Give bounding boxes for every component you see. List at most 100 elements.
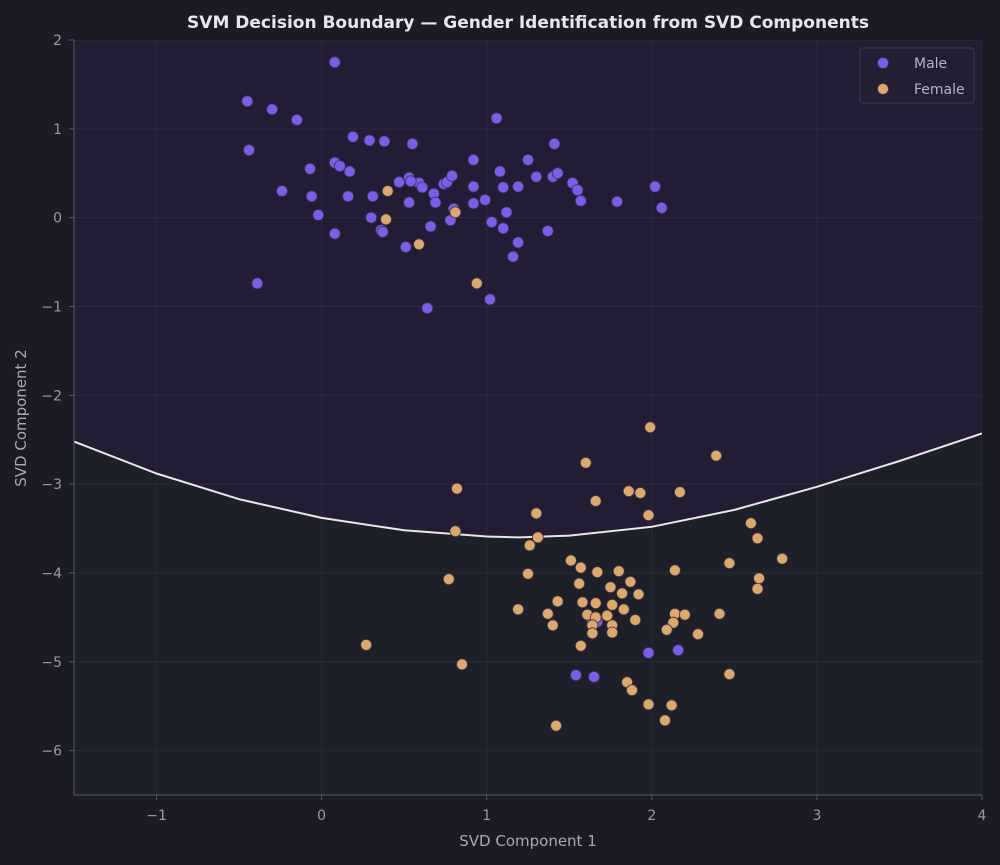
point-female: [642, 698, 655, 711]
point-male: [485, 216, 498, 229]
point-male: [378, 135, 391, 148]
point-female: [710, 449, 723, 462]
point-female: [634, 487, 647, 499]
axis-ticks: −1 0 1 2 3 4 2 1 0 −1 −2 −3 −4 −5 −6: [41, 33, 986, 824]
point-female: [550, 719, 562, 732]
point-male: [611, 195, 623, 208]
point-female: [642, 509, 655, 522]
point-male: [467, 197, 480, 210]
point-female: [530, 507, 543, 520]
point-female: [574, 639, 587, 652]
y-tick-label: −6: [41, 744, 62, 760]
point-female: [589, 597, 602, 609]
point-male: [642, 647, 655, 659]
point-female: [456, 658, 468, 671]
point-female: [751, 532, 764, 545]
point-male: [347, 130, 359, 143]
point-male: [304, 162, 317, 175]
point-male: [507, 250, 519, 263]
x-tick-label: 0: [317, 808, 326, 824]
point-female: [776, 552, 789, 565]
point-female: [442, 573, 455, 586]
point-female: [574, 561, 587, 574]
point-male: [512, 180, 524, 193]
legend-label-male: Male: [914, 56, 947, 72]
point-female: [523, 539, 536, 552]
x-axis-label: SVD Component 1: [459, 832, 597, 850]
x-tick-label: 2: [647, 808, 656, 824]
point-female: [576, 596, 589, 609]
point-female: [470, 277, 483, 290]
point-male: [424, 220, 437, 233]
point-female: [612, 565, 625, 578]
point-female: [629, 614, 642, 626]
chart-title: SVM Decision Boundary — Gender Identific…: [187, 13, 869, 33]
point-female: [551, 595, 564, 608]
point-female: [601, 609, 614, 622]
point-female: [660, 623, 673, 636]
point-male: [366, 190, 379, 203]
point-female: [692, 628, 704, 641]
point-female: [659, 714, 671, 727]
point-female: [451, 482, 463, 495]
point-male: [500, 206, 513, 219]
point-female: [449, 206, 462, 219]
point-male: [403, 196, 416, 209]
point-female: [669, 564, 681, 577]
point-male: [493, 165, 506, 178]
y-tick-label: 0: [53, 211, 62, 227]
point-female: [381, 185, 394, 197]
x-tick-label: 3: [812, 808, 821, 824]
point-female: [449, 525, 462, 538]
point-male: [376, 225, 389, 238]
point-female: [617, 603, 630, 616]
point-male: [241, 95, 254, 108]
point-male: [497, 222, 510, 235]
point-male: [574, 194, 587, 207]
y-tick-label: −1: [41, 299, 62, 315]
point-male: [484, 293, 496, 306]
point-male: [243, 144, 255, 157]
point-female: [522, 567, 534, 580]
point-female: [745, 517, 757, 530]
point-female: [573, 577, 586, 590]
point-female: [632, 588, 645, 601]
point-female: [413, 238, 425, 251]
axes: [73, 40, 982, 796]
y-tick-label: −2: [41, 388, 62, 404]
point-male: [446, 169, 459, 182]
point-female: [751, 583, 764, 595]
point-female: [380, 213, 392, 226]
point-male: [429, 196, 442, 209]
point-male: [421, 302, 434, 315]
y-tick-label: 2: [53, 33, 62, 49]
point-female: [674, 486, 686, 499]
y-tick-label: 1: [53, 122, 62, 138]
point-male: [276, 185, 288, 197]
point-female: [546, 619, 559, 632]
point-male: [551, 167, 564, 180]
legend: Male Female: [859, 47, 975, 104]
legend-marker-female: [877, 83, 889, 95]
data-points: [241, 56, 789, 732]
point-female: [626, 684, 638, 697]
point-female: [644, 421, 657, 434]
point-male: [290, 114, 303, 126]
point-male: [393, 176, 406, 189]
point-male: [467, 180, 480, 193]
point-male: [570, 669, 582, 681]
point-male: [512, 236, 524, 249]
decision-boundary-curve: [74, 432, 982, 539]
point-female: [565, 554, 577, 567]
point-male: [522, 153, 534, 166]
x-tick-label: 4: [978, 808, 987, 824]
point-male: [305, 190, 318, 203]
point-female: [586, 627, 599, 640]
upper-decision-region: [74, 40, 982, 538]
legend-label-female: Female: [914, 82, 965, 98]
point-male: [328, 227, 341, 240]
point-female: [604, 581, 617, 594]
point-female: [753, 572, 765, 585]
point-male: [655, 201, 668, 214]
point-male: [479, 193, 492, 206]
